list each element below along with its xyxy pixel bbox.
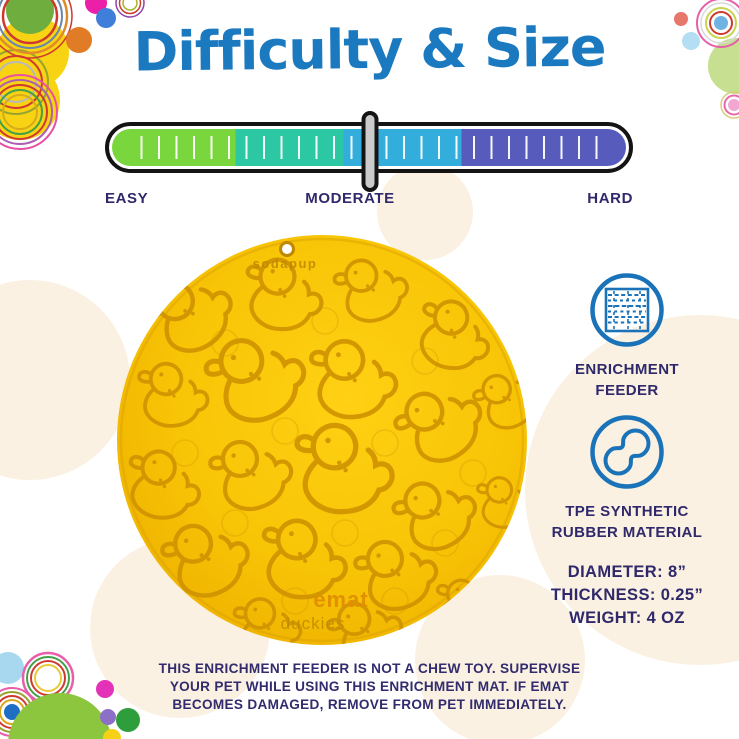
emat-logo: emat — [313, 587, 368, 612]
warning-text: THIS ENRICHMENT FEEDER IS NOT A CHEW TOY… — [0, 660, 739, 715]
product-specs: DIAMETER: 8” THICKNESS: 0.25” WEIGHT: 4 … — [520, 561, 734, 630]
warning-line: YOUR PET WHILE USING THIS ENRICHMENT MAT… — [169, 679, 570, 695]
spec-diameter: DIAMETER: 8” — [567, 563, 687, 581]
peanut-material-icon — [590, 415, 664, 489]
difficulty-marker[interactable] — [361, 111, 379, 192]
mat-circle — [117, 235, 527, 645]
feature-line: ENRICHMENT — [575, 361, 679, 378]
feature-line: FEEDER — [595, 382, 659, 399]
background-blob — [377, 164, 473, 260]
page-title: Difficulty & Size — [133, 15, 606, 84]
spec-thickness: THICKNESS: 0.25” — [550, 586, 704, 604]
feature-label-enrichment: ENRICHMENT FEEDER — [520, 359, 734, 401]
feature-line: RUBBER MATERIAL — [551, 524, 703, 541]
mat-suction-dots — [171, 307, 487, 615]
hanging-hole — [279, 241, 295, 257]
feature-column: ENRICHMENT FEEDER TPE SYNTHETIC RUBBER M… — [520, 271, 734, 630]
label-hard: HARD — [587, 190, 633, 207]
duckies-mat: sodapup emat duckies — [117, 235, 527, 645]
feature-line: TPE SYNTHETIC — [565, 503, 689, 520]
warning-line: THIS ENRICHMENT FEEDER IS NOT A CHEW TOY… — [158, 661, 581, 676]
design-name: duckies — [281, 614, 346, 633]
warning-line: BECOMES DAMAGED, REMOVE FROM PET IMMEDIA… — [172, 697, 567, 713]
spec-weight: WEIGHT: 4 OZ — [569, 609, 685, 627]
feature-label-material: TPE SYNTHETIC RUBBER MATERIAL — [520, 501, 734, 543]
background-blob — [0, 280, 130, 480]
label-easy: EASY — [105, 190, 149, 207]
brand-engraving: sodapup — [253, 256, 318, 271]
difficulty-slider — [105, 111, 633, 192]
label-moderate: MODERATE — [305, 190, 395, 207]
enrichment-feeder-icon — [590, 273, 664, 347]
